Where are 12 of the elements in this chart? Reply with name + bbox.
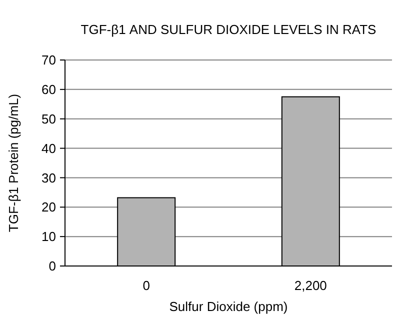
y-tick-label: 20 xyxy=(42,200,56,215)
y-axis-title: TGF-β1 Protein (pg/mL) xyxy=(6,94,21,232)
y-tick-label: 70 xyxy=(42,52,56,68)
y-tick-label: 10 xyxy=(42,229,56,244)
y-tick-label: 60 xyxy=(42,82,56,97)
y-tick-label: 40 xyxy=(42,140,56,156)
x-axis-title: Sulfur Dioxide (ppm) xyxy=(169,299,288,314)
y-tick-label: 50 xyxy=(42,111,56,126)
y-tick-label: 30 xyxy=(42,170,56,186)
chart-title: TGF-β1 AND SULFUR DIOXIDE LEVELS IN RATS xyxy=(80,22,377,37)
y-tick-label: 0 xyxy=(48,258,56,274)
x-tick-label: 2,200 xyxy=(294,278,327,293)
